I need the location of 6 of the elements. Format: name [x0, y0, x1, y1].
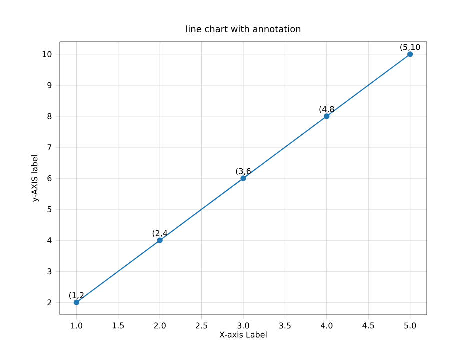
point	[407, 52, 414, 58]
point	[157, 238, 163, 244]
point	[240, 176, 246, 182]
point	[74, 300, 80, 306]
point	[324, 114, 330, 120]
chart-title: line chart with annotation	[186, 26, 301, 32]
